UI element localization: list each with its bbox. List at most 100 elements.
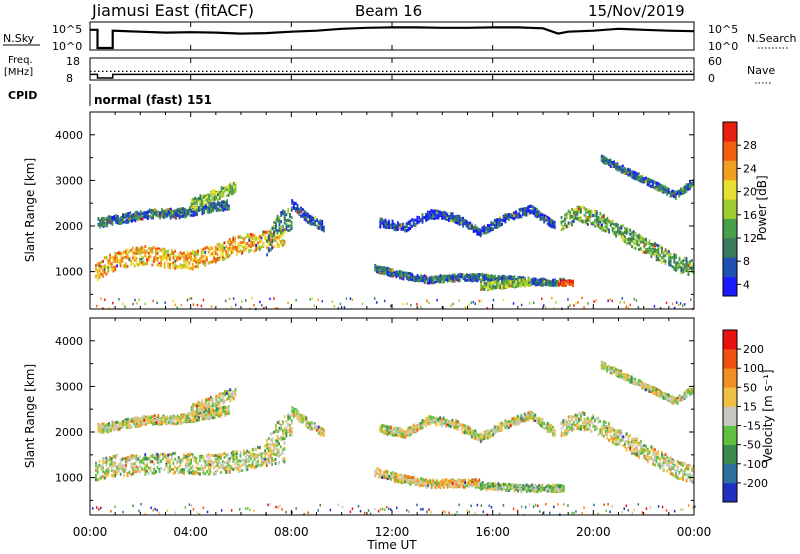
range-cell	[208, 199, 211, 203]
range-cell	[691, 269, 693, 273]
range-cell	[204, 246, 207, 250]
range-cell	[513, 280, 516, 284]
range-cell	[467, 278, 470, 282]
range-cell	[165, 464, 168, 468]
range-cell	[527, 206, 530, 210]
range-cell	[188, 462, 191, 466]
range-cell	[269, 456, 272, 460]
range-cell	[96, 469, 99, 473]
range-cell	[172, 467, 175, 471]
range-cell	[384, 226, 387, 230]
range-cell	[373, 297, 376, 300]
range-cell	[420, 279, 422, 283]
range-cell	[501, 286, 503, 290]
range-cell	[190, 209, 193, 213]
range-cell	[518, 213, 521, 217]
range-cell	[139, 210, 142, 214]
range-cell	[230, 456, 233, 460]
range-cell	[471, 279, 474, 283]
range-cell	[635, 299, 638, 302]
range-cell	[504, 219, 507, 223]
range-cell	[260, 460, 263, 463]
range-cell	[107, 266, 110, 270]
range-cell	[125, 265, 127, 269]
range-cell	[444, 275, 447, 279]
range-cell	[164, 212, 167, 216]
range-cell	[539, 214, 542, 217]
range-cell	[439, 280, 442, 283]
range-cell	[501, 218, 503, 222]
range-cell	[99, 427, 102, 431]
range-cell	[411, 218, 413, 222]
range-cell	[493, 219, 496, 222]
range-cell	[499, 218, 501, 222]
range-cell	[444, 213, 447, 217]
range-cell	[174, 451, 177, 455]
range-cell	[406, 277, 408, 281]
range-cell	[564, 223, 566, 227]
range-cell	[641, 176, 644, 180]
range-cell	[293, 201, 295, 205]
range-cell	[567, 298, 569, 301]
range-cell	[136, 215, 139, 219]
range-cell	[147, 251, 150, 255]
range-cell	[509, 215, 512, 219]
range-cell	[572, 218, 575, 222]
range-cell	[232, 183, 235, 187]
range-cell	[569, 211, 572, 215]
range-cell	[227, 459, 229, 463]
range-cell	[409, 226, 412, 230]
range-cell	[230, 454, 233, 458]
range-cell	[151, 453, 154, 457]
range-cell	[384, 218, 387, 222]
range-cell	[671, 255, 674, 259]
range-cell	[689, 186, 691, 190]
range-cell	[689, 184, 691, 188]
range-cell	[223, 461, 226, 465]
range-cell	[163, 455, 166, 459]
range-cell	[583, 213, 586, 217]
range-cell	[117, 463, 120, 466]
range-cell	[600, 157, 603, 161]
range-cell	[138, 212, 140, 216]
range-cell	[227, 185, 230, 189]
range-cell	[510, 284, 512, 288]
range-cell	[253, 455, 256, 459]
range-cell	[291, 201, 294, 205]
range-cell	[98, 272, 101, 276]
range-cell	[248, 244, 251, 248]
range-cell	[429, 279, 431, 283]
range-cell	[455, 216, 457, 220]
date-label: 15/Nov/2019	[588, 2, 685, 20]
range-cell	[137, 466, 140, 470]
range-cell	[376, 270, 378, 274]
range-cell	[692, 180, 695, 184]
range-cell	[192, 205, 195, 209]
range-cell	[399, 276, 401, 280]
range-cell	[199, 257, 201, 261]
range-cell	[499, 277, 502, 281]
range-cell	[276, 214, 279, 218]
range-cell	[200, 456, 203, 460]
range-cell	[117, 258, 120, 262]
range-cell	[190, 201, 193, 204]
range-cell	[564, 213, 566, 217]
range-cell	[213, 194, 216, 198]
range-cell	[599, 226, 602, 230]
range-cell	[101, 424, 103, 428]
range-cell	[662, 187, 665, 191]
range-cell	[211, 464, 214, 467]
range-cell	[251, 236, 254, 240]
range-cell	[183, 263, 185, 267]
range-cell	[111, 218, 114, 222]
range-cell	[441, 276, 444, 280]
range-cell	[488, 281, 491, 285]
range-cell	[625, 242, 628, 246]
range-cell	[220, 244, 222, 248]
range-cell	[183, 211, 186, 215]
range-cell	[456, 221, 459, 225]
range-cell	[287, 210, 290, 214]
range-cell	[126, 472, 129, 475]
range-cell	[488, 285, 491, 289]
range-cell	[597, 223, 600, 227]
